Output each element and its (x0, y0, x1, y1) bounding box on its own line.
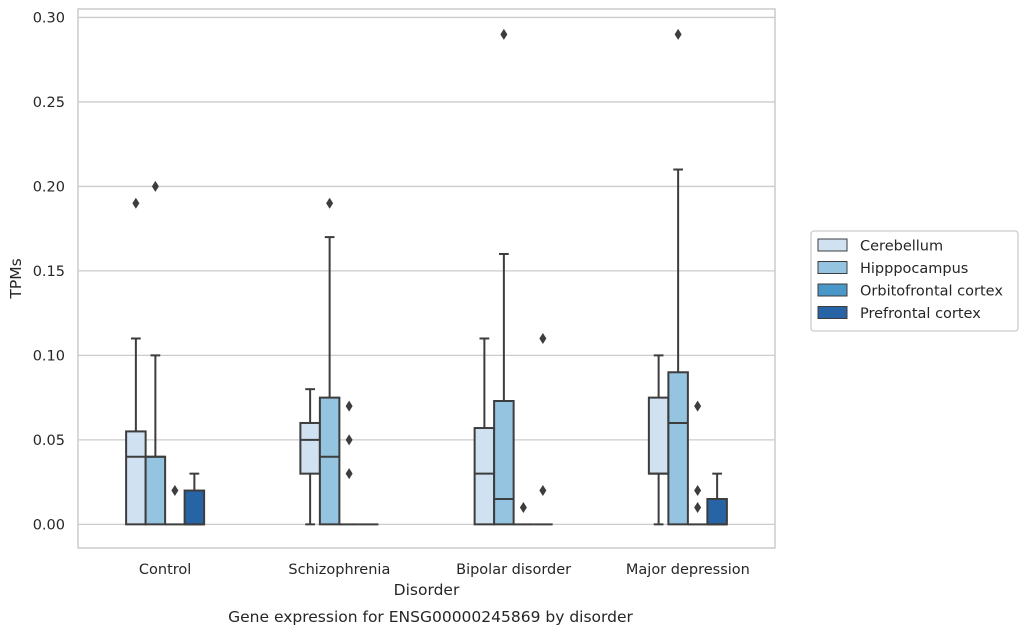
box-cerebellum (647, 354, 670, 526)
outlier-point (539, 332, 547, 344)
chart-caption: Gene expression for ENSG00000245869 by d… (228, 608, 633, 626)
y-tick-label: 0.00 (33, 517, 65, 533)
outlier-point (694, 501, 702, 513)
box-body (318, 396, 341, 526)
outlier-point (171, 485, 179, 497)
legend-label: Cerebellum (860, 239, 943, 255)
legend-label: Orbitofrontal cortex (860, 284, 1003, 300)
outlier-point (345, 434, 353, 446)
x-axis-title: Disorder (394, 581, 460, 599)
y-tick-label: 0.20 (33, 179, 65, 195)
outlier-point (500, 28, 508, 40)
box-body (493, 400, 515, 526)
x-axis-tick-labels: Control Schizophrenia Bipolar disorder Majo… (139, 562, 750, 578)
box-cerebellum (299, 388, 321, 526)
outlier-point (345, 400, 353, 412)
box-prefrontal-cortex (533, 332, 553, 526)
x-tick-label: Schizophrenia (288, 562, 390, 578)
box-cerebellum (473, 337, 496, 526)
box-orbitofrontal-cortex (687, 400, 708, 526)
outlier-point (132, 197, 140, 209)
legend-swatch (817, 238, 848, 252)
outlier-point (694, 485, 702, 497)
box-prefrontal-cortex (706, 472, 728, 526)
box-series (125, 28, 728, 526)
y-tick-label: 0.30 (33, 10, 65, 26)
box-body (667, 371, 689, 526)
outlier-point (151, 180, 159, 192)
y-axis-tick-labels: 0.00 0.05 0.10 0.15 0.20 0.25 0.30 (33, 10, 65, 533)
x-tick-label: Control (139, 562, 191, 578)
grid-lines (78, 16, 775, 525)
legend-item: Cerebellum (817, 238, 943, 255)
legend-label: Prefrontal cortex (860, 306, 981, 322)
y-tick-label: 0.10 (33, 348, 65, 364)
box-hipppocampus (667, 28, 689, 526)
box-orbitofrontal-cortex (339, 400, 359, 526)
box-hipppocampus (493, 28, 515, 526)
y-axis-title: TPMs (7, 258, 25, 299)
box-body (706, 498, 728, 526)
y-tick-label: 0.25 (33, 95, 65, 111)
outlier-point (539, 485, 547, 497)
x-tick-label: Major depression (626, 562, 750, 578)
box-hipppocampus (144, 180, 167, 526)
outlier-point (674, 28, 682, 40)
box-body (473, 427, 496, 526)
legend-swatch (817, 261, 848, 274)
box-body (144, 455, 167, 526)
box-orbitofrontal-cortex (513, 501, 534, 526)
x-tick-label: Bipolar disorder (456, 562, 571, 578)
outlier-point (694, 400, 702, 412)
box-body (183, 489, 206, 526)
box-hipppocampus (318, 197, 341, 526)
y-tick-label: 0.15 (33, 264, 65, 280)
plot-area-frame (77, 8, 776, 549)
legend-item: Hipppocampus (817, 261, 968, 277)
legend-swatch (817, 306, 848, 319)
outlier-point (519, 501, 527, 513)
legend-label: Hipppocampus (860, 261, 968, 277)
box-prefrontal-cortex (183, 472, 206, 526)
legend-swatch (817, 283, 848, 297)
y-tick-label: 0.05 (33, 433, 65, 449)
box-orbitofrontal-cortex (165, 485, 185, 526)
legend-frame (810, 230, 1019, 332)
legend: Cerebellum Hipppocampus Orbitofrontal cort… (810, 230, 1019, 332)
outlier-point (345, 468, 353, 480)
box-body (647, 396, 670, 475)
box-body (299, 421, 321, 475)
outlier-point (326, 197, 334, 209)
legend-item: Prefrontal cortex (817, 306, 981, 322)
box-body (125, 430, 147, 526)
legend-item: Orbitofrontal cortex (817, 283, 1003, 300)
box-cerebellum (125, 197, 147, 526)
